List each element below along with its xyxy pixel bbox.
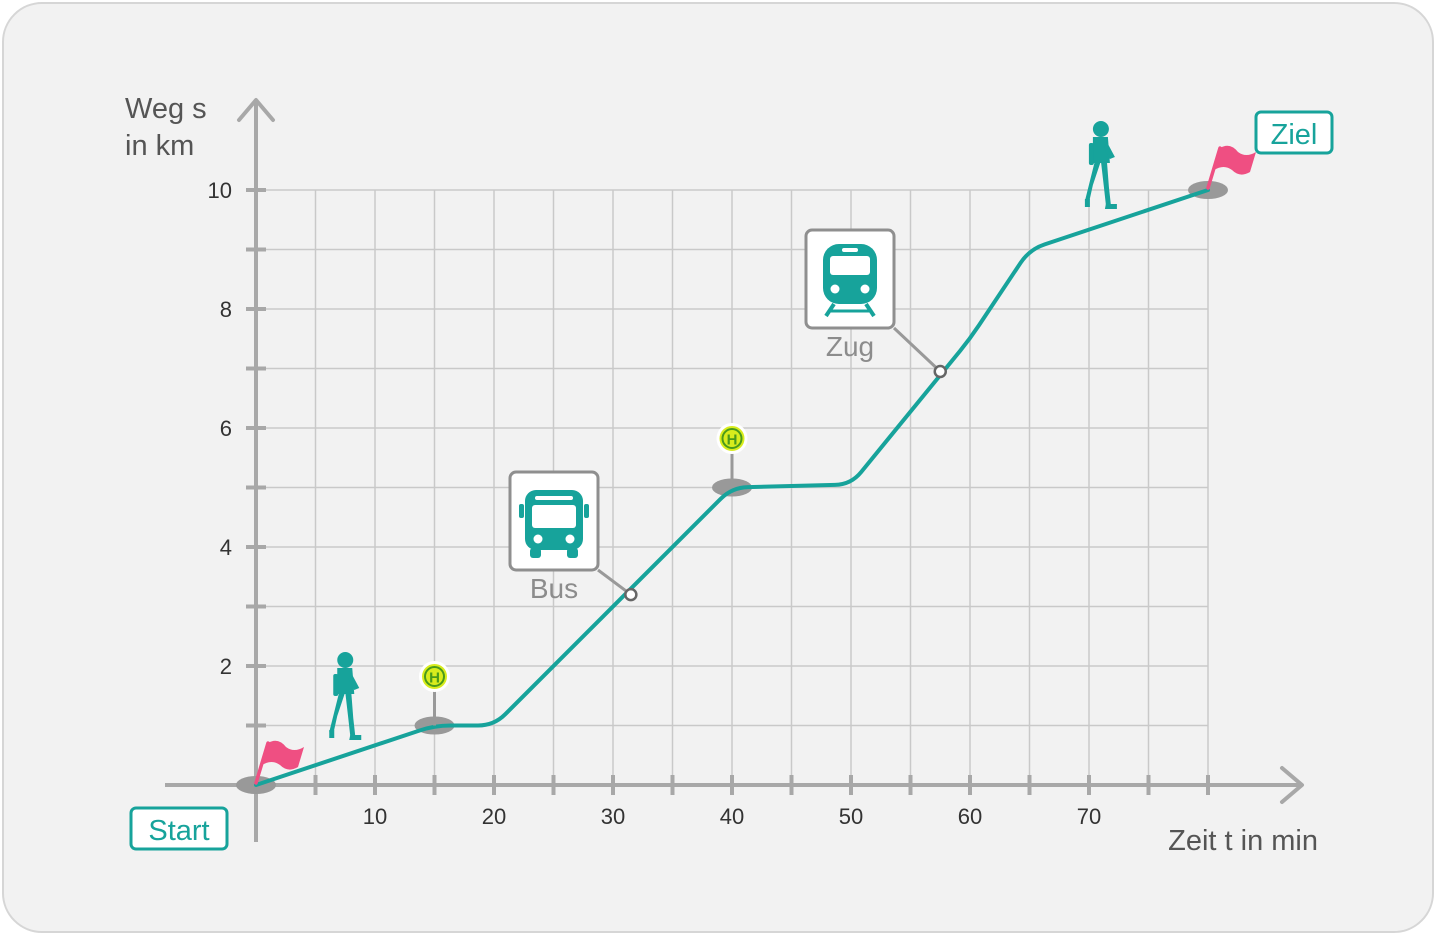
- tick-labels: 10 20 30 40 50 60 70 2 4 6 8 10: [208, 178, 1102, 829]
- y-tick-label-6: 6: [220, 416, 232, 441]
- flags: [254, 145, 1256, 785]
- train-icon: [823, 244, 877, 318]
- x-tick-label-30: 30: [601, 804, 625, 829]
- x-tick-label-60: 60: [958, 804, 982, 829]
- x-tick-label-20: 20: [482, 804, 506, 829]
- x-tick-label-10: 10: [363, 804, 387, 829]
- walking-person-icon: [329, 652, 362, 740]
- y-tick-label-2: 2: [220, 654, 232, 679]
- bus-stop-label: H: [429, 670, 440, 687]
- ziel-tag-label: Ziel: [1271, 119, 1318, 151]
- start-flag-icon: [254, 740, 304, 785]
- x-axis-arrow: [1280, 766, 1304, 804]
- bus-point-marker: [624, 587, 638, 602]
- bus-label: Bus: [530, 573, 578, 604]
- bus-icon: [519, 490, 589, 558]
- train-label: Zug: [826, 331, 874, 362]
- series-line-weg: [254, 188, 1210, 787]
- bus-callout: Bus: [508, 470, 632, 604]
- y-axis-title-line-1: Weg s: [125, 93, 207, 125]
- callout-point-markers: [624, 364, 947, 602]
- ziel-flag-icon: [1206, 145, 1256, 190]
- x-tick-label-40: 40: [720, 804, 744, 829]
- train-point-marker: [933, 364, 947, 379]
- stop-signs: HH: [419, 423, 748, 726]
- y-tick-label-4: 4: [220, 535, 232, 560]
- ziel-tag: Ziel: [1254, 110, 1334, 155]
- y-axis-title-line-2: in km: [125, 130, 194, 162]
- start-tag-label: Start: [148, 815, 209, 847]
- walking-person-icon: [1084, 121, 1117, 209]
- y-axis-title: Weg s in km: [125, 93, 207, 162]
- x-tick-label-50: 50: [839, 804, 863, 829]
- walkers: [329, 121, 1117, 740]
- bus-stop-sign-2: H: [716, 423, 748, 488]
- y-axis-arrow: [237, 98, 275, 122]
- y-tick-label-10: 10: [208, 178, 232, 203]
- x-axis-title: Zeit t in min: [1168, 825, 1318, 857]
- vehicle-callouts: Bus Zug: [508, 228, 942, 604]
- train-callout: Zug: [804, 228, 942, 373]
- axis-ticks: [246, 188, 1210, 795]
- bus-stop-sign-1: H: [419, 661, 450, 726]
- x-tick-label-70: 70: [1077, 804, 1101, 829]
- y-tick-label-8: 8: [220, 297, 232, 322]
- bus-stop-label: H: [727, 432, 738, 449]
- start-tag: Start: [129, 806, 229, 851]
